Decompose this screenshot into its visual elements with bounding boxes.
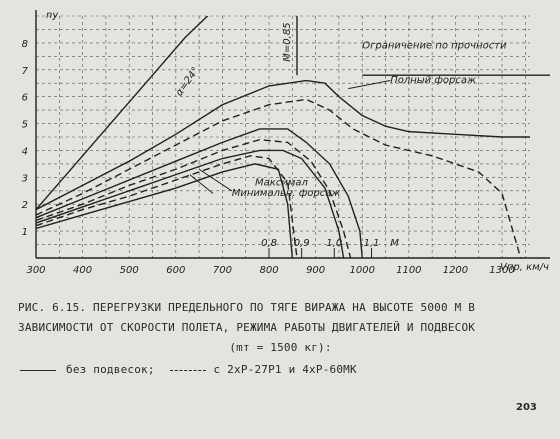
x-tick-label: 300: [26, 265, 45, 276]
chart-svg: 300 400 500 600 700 800 900 1000 1100 1200 1300 1 2 3…: [22, 10, 550, 276]
series-line-3: [36, 128, 363, 258]
caption-line-2: ЗАВИСИМОСТИ ОТ СКОРОСТИ ПОЛЕТА, РЕЖИМА Р…: [18, 321, 476, 334]
x-tick-label: 800: [259, 265, 278, 276]
mach-tick-label: 0,9: [294, 238, 310, 249]
y-tick-label: 4: [22, 146, 28, 157]
y-axis-label: ny: [46, 10, 59, 21]
y-tick-label: 6: [22, 93, 28, 104]
series-line-5: [36, 149, 345, 258]
y-tick-label: 8: [22, 39, 28, 50]
y-tick-label: 1: [22, 227, 28, 238]
min-leader: [189, 174, 214, 194]
figure-caption: РИС. 6.15. ПЕРЕГРУЗКИ ПРЕДЕЛЬНОГО ПО ТЯГ…: [18, 298, 543, 380]
chart-area: 300 400 500 600 700 800 900 1000 1100 1200 1300 1 2 3…: [22, 10, 550, 276]
caption-legend: без подвесок; с 2хР-27Р1 и 4хР-60МК: [18, 360, 543, 380]
x-axis-label: Vпр, км/ч: [500, 262, 549, 273]
series-line-4: [36, 138, 352, 258]
mach-unit-label: М: [390, 238, 399, 249]
caption-line-1: РИС. 6.15. ПЕРЕГРУЗКИ ПРЕДЕЛЬНОГО ПО ТЯГ…: [18, 301, 476, 314]
y-tick-label: 2: [22, 200, 28, 211]
x-tick-label: 600: [166, 265, 185, 276]
x-tick-label: 1200: [443, 265, 468, 276]
legend-dashed-label: с 2хР-27Р1 и 4хР-60МК: [213, 363, 357, 376]
page-number: 203: [516, 402, 537, 413]
mach-tick-label: 1,1: [364, 238, 380, 249]
mach-limit-label: M=0,85: [282, 22, 293, 61]
series-line-1: [36, 79, 530, 211]
max-leader: [198, 168, 233, 192]
strength-limit-label: Ограничение по прочности: [362, 40, 507, 51]
x-tick-label: 1300: [489, 265, 514, 276]
max-label: Максимал: [255, 177, 308, 188]
series-line-2: [36, 98, 522, 258]
full-afterburner-label: Полный форсаж: [390, 75, 476, 86]
series-line-7: [36, 163, 294, 258]
legend-solid-swatch: [20, 369, 56, 371]
min-afterburner-label: Минимальн. форсаж: [232, 188, 341, 199]
alpha-label: α=24°: [174, 65, 202, 98]
caption-formula: (mт = 1500 кг):: [229, 341, 332, 354]
x-tick-label: 1100: [396, 265, 421, 276]
x-tick-label: 500: [120, 265, 139, 276]
series-line-6: [36, 155, 298, 258]
full-afterburner-leader: [348, 80, 391, 90]
x-tick-label: 400: [73, 265, 92, 276]
x-tick-label: 1000: [349, 265, 374, 276]
y-tick-label: 5: [22, 120, 28, 131]
x-tick-label: 900: [306, 265, 325, 276]
y-tick-label: 3: [22, 173, 28, 184]
legend-solid-label: без подвесок;: [66, 363, 155, 376]
x-tick-label: 700: [213, 265, 232, 276]
y-tick-label: 7: [22, 66, 29, 77]
mach-tick-label: 1,0: [326, 238, 342, 249]
legend-dashed-swatch: [169, 369, 206, 371]
mach-tick-label: 0,8: [261, 238, 277, 249]
series-line-0: [36, 16, 209, 211]
